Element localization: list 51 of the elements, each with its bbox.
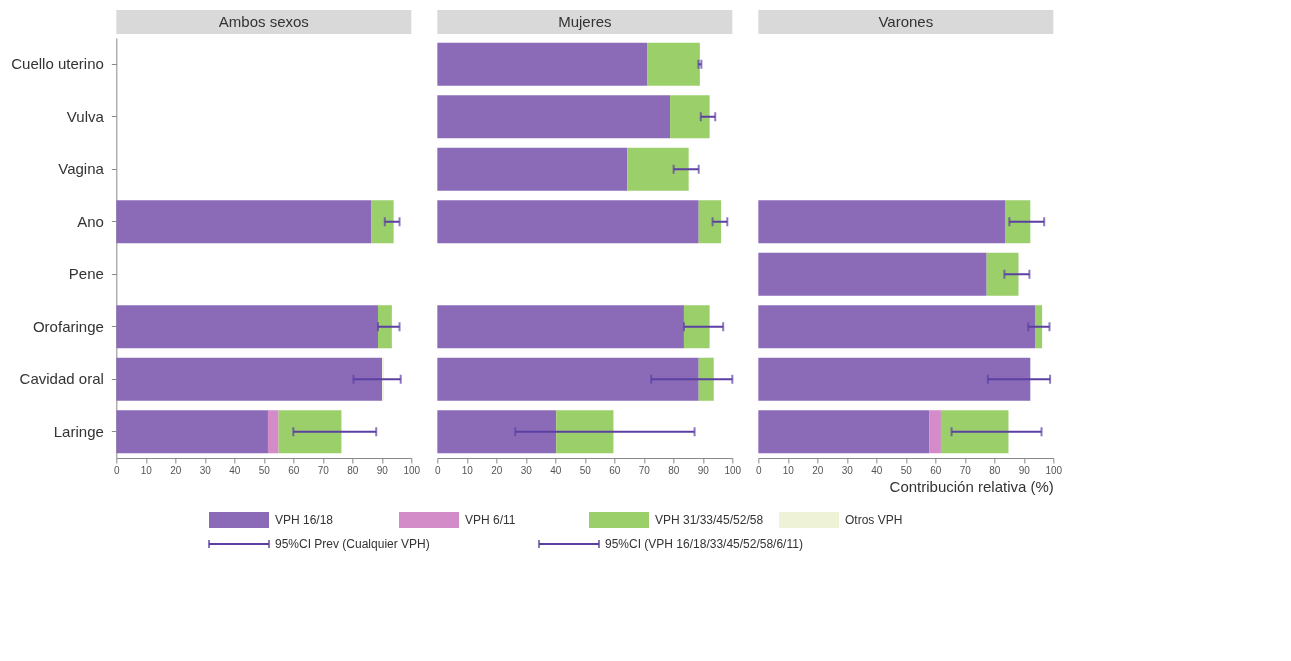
- x-tick-label: 100: [724, 464, 742, 476]
- y-tick-label: Orofaringe: [32, 317, 104, 335]
- text: 95%CI (VPH 16/18/33/45/52/58/6/11): [605, 537, 803, 551]
- y-tick-label: Cuello uterino: [11, 55, 104, 73]
- legend-label: Otros VPH: [845, 513, 903, 527]
- chart-title: Varones: [878, 13, 934, 30]
- y-tick-label: Laringe: [53, 422, 104, 440]
- x-tick-label: 10: [782, 464, 795, 476]
- legend-label: VPH 16/18: [275, 513, 334, 527]
- y-tick-label: Cavidad oral: [19, 370, 104, 388]
- x-tick-label: 10: [140, 464, 153, 476]
- x-tick-label: 90: [376, 464, 389, 476]
- chart-title: Mujeres: [558, 13, 612, 30]
- x-tick-label: 80: [347, 464, 359, 476]
- x-axis-title: Contribución relativa (%): [889, 477, 1054, 495]
- x-tick-label: 50: [900, 464, 913, 476]
- x-tick-label: 30: [841, 464, 854, 476]
- text: 95%CI Prev (Cualquier VPH): [275, 537, 430, 551]
- x-tick-label: 0: [756, 464, 763, 476]
- x-tick-label: 90: [697, 464, 710, 476]
- x-tick-label: 100: [1045, 464, 1063, 476]
- x-tick-label: 40: [550, 464, 562, 476]
- x-tick-label: 30: [199, 464, 212, 476]
- x-tick-label: 40: [871, 464, 883, 476]
- y-tick-label: Vulva: [66, 107, 105, 125]
- x-tick-label: 0: [435, 464, 442, 476]
- x-tick-label: 90: [1018, 464, 1031, 476]
- x-tick-label: 50: [579, 464, 592, 476]
- x-tick-label: 60: [609, 464, 621, 476]
- x-tick-label: 20: [491, 464, 503, 476]
- legend-label: VPH 6/11: [465, 513, 516, 527]
- y-tick-label: Pene: [68, 265, 104, 283]
- chart-title: Ambos sexos: [218, 13, 309, 30]
- x-tick-label: 10: [461, 464, 474, 476]
- x-tick-label: 30: [520, 464, 533, 476]
- x-tick-label: 60: [930, 464, 942, 476]
- x-tick-label: 60: [288, 464, 300, 476]
- x-tick-label: 20: [812, 464, 824, 476]
- x-tick-label: 20: [170, 464, 182, 476]
- legend-label: VPH 31/33/45/52/58: [655, 513, 764, 527]
- x-tick-label: 80: [989, 464, 1001, 476]
- x-tick-label: 0: [114, 464, 121, 476]
- x-tick-label: 80: [668, 464, 680, 476]
- x-tick-label: 40: [229, 464, 241, 476]
- y-tick-label: Ano: [77, 212, 104, 230]
- x-tick-label: 70: [638, 464, 651, 476]
- x-tick-label: 70: [317, 464, 330, 476]
- x-tick-label: 70: [959, 464, 972, 476]
- x-tick-label: 50: [258, 464, 271, 476]
- x-tick-label: 100: [403, 464, 421, 476]
- y-tick-label: Vagina: [58, 160, 105, 178]
